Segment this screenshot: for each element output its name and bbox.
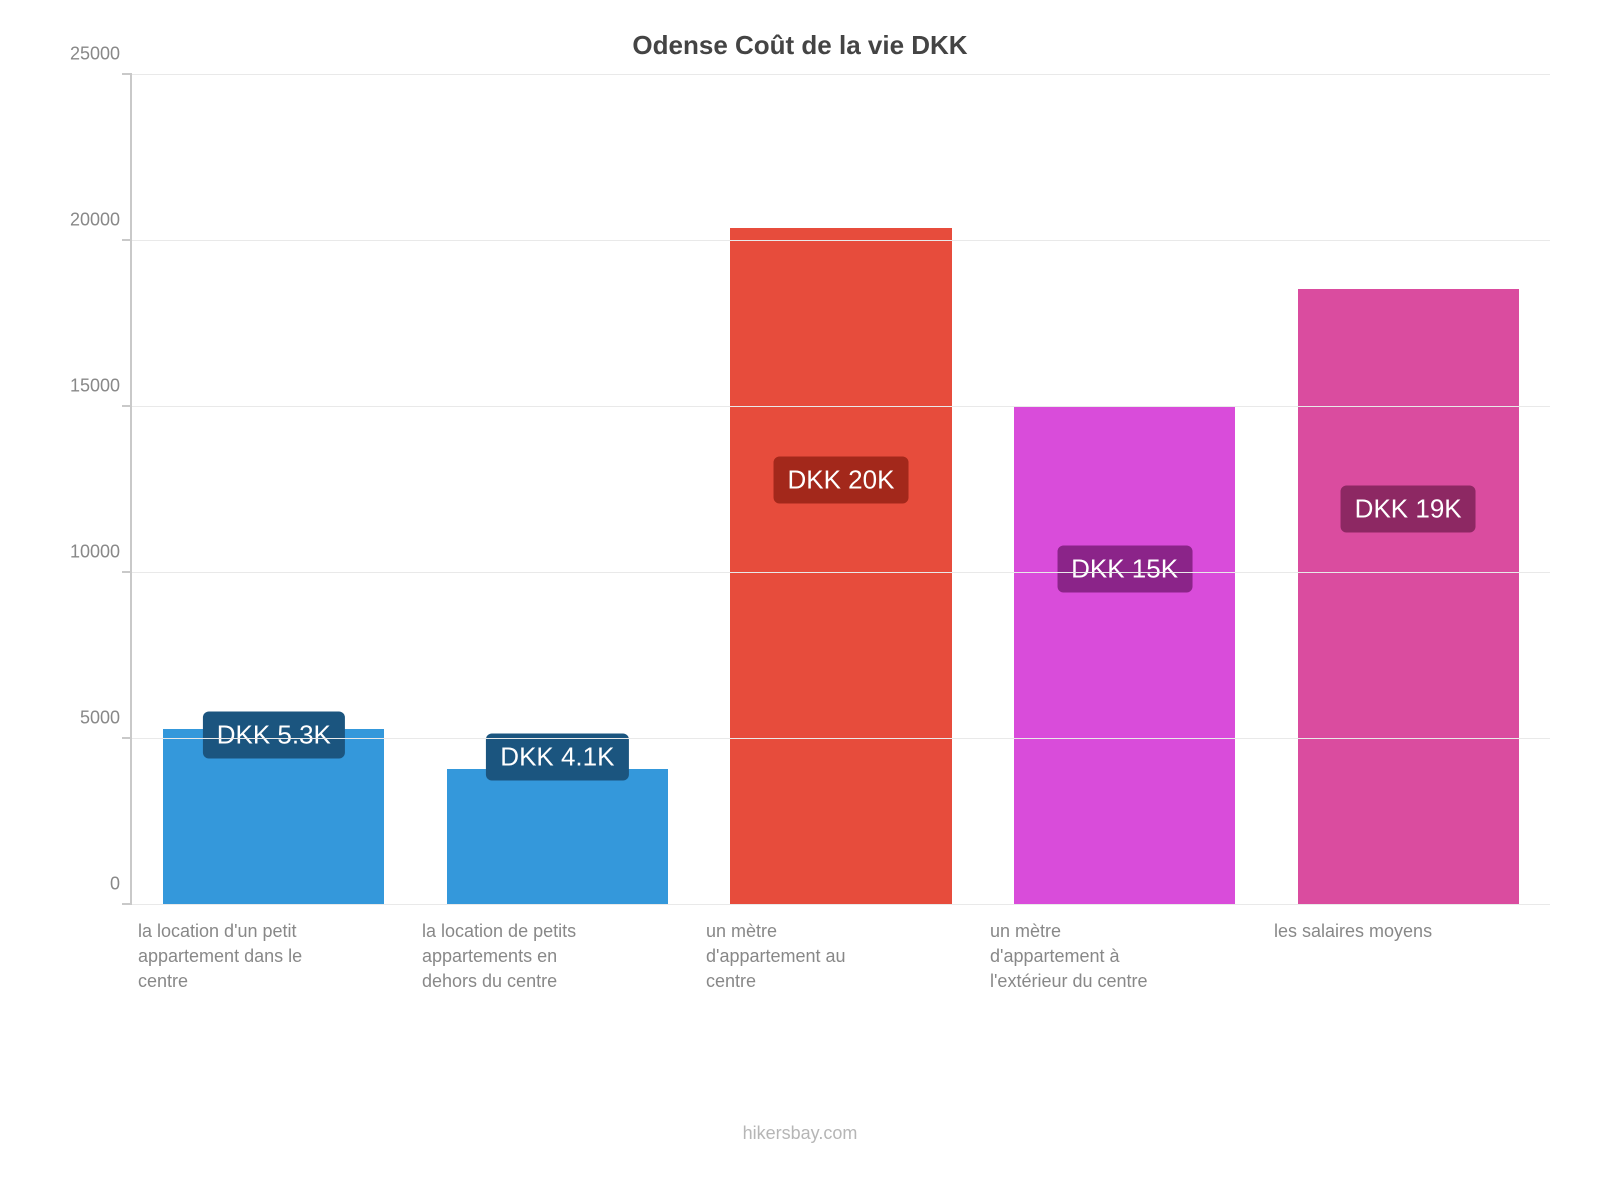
chart-title: Odense Coût de la vie DKK (50, 30, 1550, 61)
x-axis: la location d'un petit appartement dans … (130, 913, 1550, 1113)
y-tick-label: 5000 (80, 708, 120, 729)
bar-slot: DKK 15K (983, 75, 1267, 905)
grid-line (132, 240, 1550, 241)
y-tick-mark (122, 239, 132, 241)
bar-value-badge: DKK 4.1K (486, 733, 628, 780)
x-label-slot: un mètre d'appartement à l'extérieur du … (982, 913, 1266, 1113)
y-tick-mark (122, 405, 132, 407)
x-label-slot: la location d'un petit appartement dans … (130, 913, 414, 1113)
grid-line (132, 74, 1550, 75)
grid-line (132, 738, 1550, 739)
bar-value-badge: DKK 19K (1341, 486, 1476, 533)
bar-value-badge: DKK 5.3K (203, 712, 345, 759)
bar: DKK 15K (1014, 407, 1235, 905)
y-axis: 0500010000150002000025000 (50, 75, 130, 905)
x-label-slot: la location de petits appartements en de… (414, 913, 698, 1113)
x-label: la location d'un petit appartement dans … (138, 919, 308, 995)
y-tick-label: 25000 (70, 44, 120, 65)
x-label-slot: les salaires moyens (1266, 913, 1550, 1113)
grid-line (132, 904, 1550, 905)
y-tick-mark (122, 73, 132, 75)
x-label: un mètre d'appartement à l'extérieur du … (990, 919, 1160, 995)
x-label: un mètre d'appartement au centre (706, 919, 876, 995)
y-tick-label: 20000 (70, 210, 120, 231)
y-tick-label: 10000 (70, 542, 120, 563)
bar-slot: DKK 4.1K (416, 75, 700, 905)
bar: DKK 20K (730, 228, 951, 905)
bar-slot: DKK 5.3K (132, 75, 416, 905)
cost-of-living-bar-chart: Odense Coût de la vie DKK 0 5000 10000 1500… (0, 0, 1600, 1200)
source-label: hikersbay.com (50, 1123, 1550, 1144)
plot-area: DKK 5.3K DKK 4.1K DKK 20K DKK 15K DKK 19K (130, 75, 1550, 905)
x-label: la location de petits appartements en de… (422, 919, 592, 995)
x-label: les salaires moyens (1274, 919, 1444, 944)
grid-line (132, 406, 1550, 407)
bar-value-badge: DKK 15K (1057, 546, 1192, 593)
bar-slot: DKK 19K (1266, 75, 1550, 905)
plot-row: 0500010000150002000025000 DKK 5.3KDKK 4.… (50, 75, 1550, 905)
bar: DKK 4.1K (447, 769, 668, 905)
y-tick-mark (122, 571, 132, 573)
y-tick-label: 15000 (70, 376, 120, 397)
bar: DKK 5.3K (163, 729, 384, 905)
bars-container: DKK 5.3K DKK 4.1K DKK 20K DKK 15K DKK 19K (132, 75, 1550, 905)
y-tick-mark (122, 903, 132, 905)
grid-line (132, 572, 1550, 573)
y-tick-mark (122, 737, 132, 739)
bar-slot: DKK 20K (699, 75, 983, 905)
y-tick-label: 0 (110, 874, 120, 895)
x-label-slot: un mètre d'appartement au centre (698, 913, 982, 1113)
bar: DKK 19K (1298, 289, 1519, 905)
bar-value-badge: DKK 20K (773, 456, 908, 503)
